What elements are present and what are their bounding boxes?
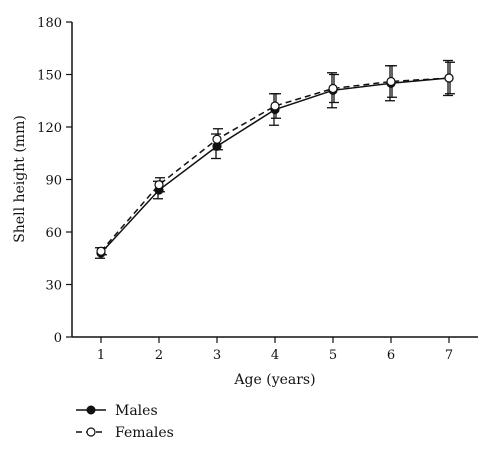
y-axis-title: Shell height (mm) (12, 115, 28, 243)
data-point-females (444, 73, 454, 83)
data-point-females (270, 101, 280, 111)
x-axis-ticks: 1 2 3 4 5 6 7 (97, 337, 453, 363)
legend-marker-males (86, 405, 96, 415)
data-point-females (96, 246, 106, 256)
y-tick-label: 180 (37, 16, 62, 31)
x-axis-title: Age (years) (233, 372, 315, 388)
data-point-females (154, 180, 164, 190)
y-tick-label: 150 (37, 69, 62, 84)
legend-item-males: Males (76, 403, 158, 419)
y-tick-label: 30 (45, 279, 62, 294)
legend-label-females: Females (115, 425, 174, 441)
y-tick-label: 120 (37, 121, 62, 136)
y-axis-ticks: 0 30 60 90 120 150 180 (37, 16, 72, 346)
data-point-females (212, 134, 222, 144)
series-males (95, 59, 454, 259)
x-tick-label: 6 (387, 348, 395, 363)
x-tick-label: 3 (213, 348, 221, 363)
data-point-females (328, 83, 338, 94)
legend-marker-females (86, 427, 96, 437)
legend: Males Females (76, 403, 174, 441)
y-tick-label: 60 (45, 226, 62, 241)
x-tick-label: 5 (329, 348, 337, 363)
x-tick-label: 7 (445, 348, 453, 363)
x-tick-label: 2 (155, 348, 163, 363)
series-females (96, 61, 455, 256)
x-tick-label: 4 (271, 348, 279, 363)
x-tick-label: 1 (97, 348, 105, 363)
series-layer (95, 59, 455, 259)
data-point-females (386, 76, 396, 87)
legend-item-females: Females (76, 425, 174, 441)
legend-label-males: Males (115, 403, 158, 419)
y-tick-label: 0 (54, 331, 62, 346)
y-tick-label: 90 (45, 174, 62, 189)
